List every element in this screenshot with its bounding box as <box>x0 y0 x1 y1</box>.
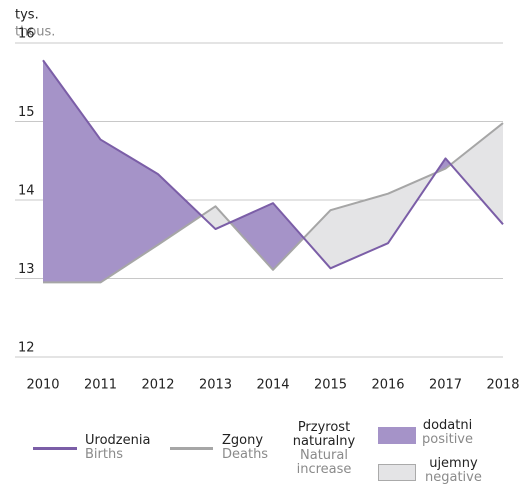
legend-item: Zgony Deaths <box>222 434 268 462</box>
legend-item: Przyrost naturalny Natural increase <box>290 421 358 477</box>
x-tick-label: 2010 <box>26 378 59 393</box>
area-positive <box>230 203 273 270</box>
area-positive <box>273 203 304 270</box>
y-tick-label: 16 <box>18 27 35 42</box>
area-negative <box>303 210 331 269</box>
legend-label: dodatni <box>422 418 473 433</box>
x-tick-label: 2013 <box>199 378 232 393</box>
area-positive <box>100 139 158 283</box>
y-tick-label: 13 <box>18 262 35 277</box>
legend-swatch <box>170 447 213 450</box>
area-negative <box>450 123 503 225</box>
x-tick-label: 2014 <box>256 378 289 393</box>
legend-label-en: negative <box>425 470 482 485</box>
x-tick-label: 2017 <box>429 378 462 393</box>
area-negative <box>330 193 388 269</box>
legend-item: Urodzenia Births <box>85 434 150 462</box>
area-positive <box>43 60 101 283</box>
legend-label: Zgony <box>222 433 264 448</box>
x-tick-label: 2016 <box>371 378 404 393</box>
legend-swatch <box>378 427 416 444</box>
legend-title: Przyrost naturalny <box>292 420 356 449</box>
legend-label-en: Births <box>85 447 123 462</box>
series-line <box>43 122 504 284</box>
y-tick-label: 15 <box>18 105 35 120</box>
legend-label-en: positive <box>422 432 473 447</box>
legend-label: Urodzenia <box>85 433 151 448</box>
legend-item: ujemny negative <box>425 457 482 485</box>
area-negative <box>201 206 216 230</box>
x-tick-label: 2015 <box>314 378 347 393</box>
legend-label-en: Deaths <box>222 447 269 462</box>
legend-item: dodatni positive <box>422 419 473 447</box>
y-tick-label: 14 <box>18 184 35 199</box>
series-line <box>42 59 504 270</box>
y-unit: tys. <box>15 8 39 23</box>
y-unit-en: thous. <box>15 25 55 40</box>
legend-swatch <box>33 447 77 450</box>
area-positive <box>158 174 202 245</box>
x-tick-label: 2012 <box>141 378 174 393</box>
x-tick-label: 2018 <box>486 378 519 393</box>
legend-label: ujemny <box>429 456 478 471</box>
y-tick-label: 12 <box>18 341 35 356</box>
legend-title-en: Natural increase <box>296 448 352 477</box>
x-tick-label: 2011 <box>84 378 117 393</box>
legend-swatch <box>378 464 416 481</box>
